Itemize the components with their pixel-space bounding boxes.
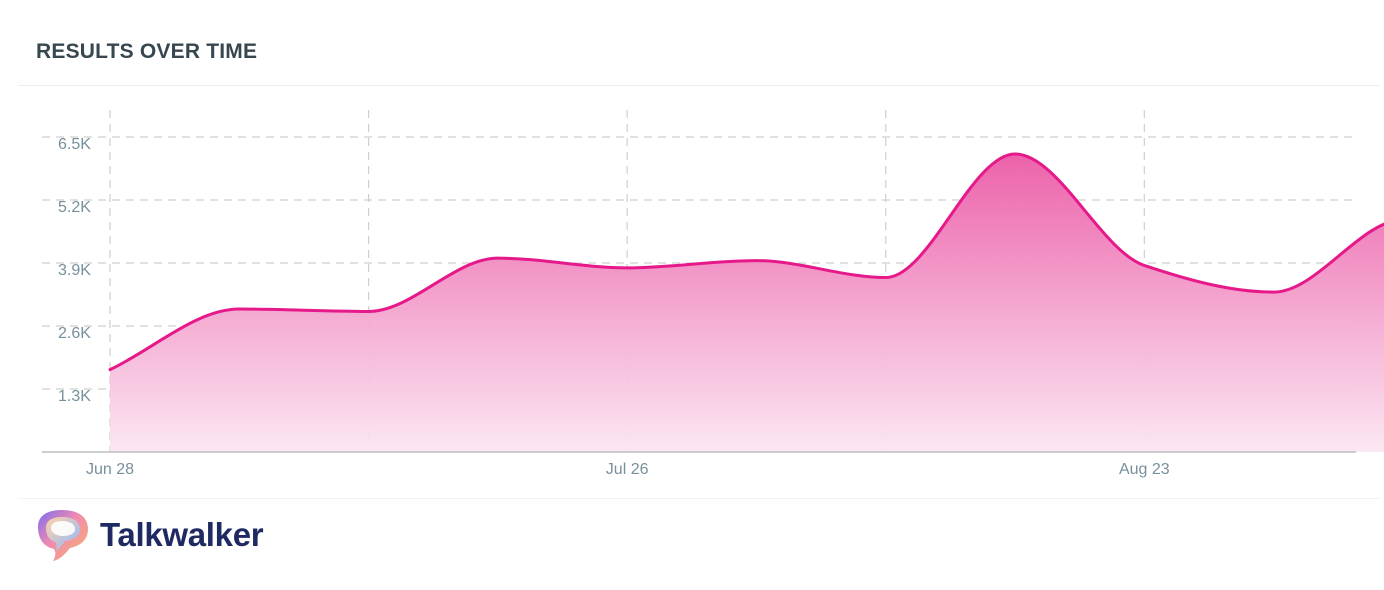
y-tick-label: 2.6K xyxy=(58,325,91,342)
footer-divider xyxy=(18,498,1380,499)
brand: Talkwalker xyxy=(32,505,264,565)
y-tick-label: 6.5K xyxy=(58,136,91,153)
y-tick-label: 5.2K xyxy=(58,199,91,216)
y-tick-label: 1.3K xyxy=(58,388,91,405)
series-area-fill xyxy=(110,153,1384,452)
series-line xyxy=(108,152,1384,372)
talkwalker-logo-icon xyxy=(38,510,88,561)
x-tick-label: Jul 26 xyxy=(606,461,649,478)
panel-title: RESULTS OVER TIME xyxy=(36,40,258,63)
title-divider xyxy=(18,85,1380,86)
x-tick-label: Jun 28 xyxy=(86,461,134,478)
area-layer xyxy=(108,152,1384,452)
x-tick-label: Aug 23 xyxy=(1119,461,1170,478)
brand-name: Talkwalker xyxy=(100,516,264,553)
y-tick-label: 3.9K xyxy=(58,262,91,279)
